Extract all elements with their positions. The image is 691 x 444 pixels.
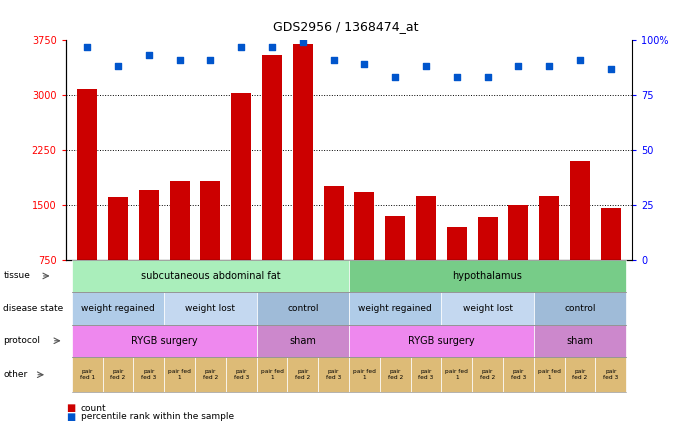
Text: other: other: [3, 370, 28, 379]
Text: control: control: [287, 304, 319, 313]
Point: [174, 56, 185, 63]
Point: [82, 43, 93, 50]
Point: [605, 65, 616, 72]
Text: weight regained: weight regained: [81, 304, 155, 313]
Text: pair fed
1: pair fed 1: [538, 369, 560, 380]
Text: count: count: [81, 404, 106, 412]
Bar: [477, 217, 498, 260]
Point: [451, 74, 462, 81]
Bar: [77, 89, 97, 260]
Text: weight regained: weight regained: [358, 304, 432, 313]
Bar: [200, 181, 220, 260]
Text: protocol: protocol: [3, 336, 41, 345]
Text: weight lost: weight lost: [185, 304, 236, 313]
Text: pair
fed 3: pair fed 3: [326, 369, 341, 380]
Text: pair
fed 3: pair fed 3: [234, 369, 249, 380]
Text: disease state: disease state: [3, 304, 64, 313]
Text: pair fed
1: pair fed 1: [445, 369, 468, 380]
Point: [574, 56, 585, 63]
Text: pair
fed 3: pair fed 3: [141, 369, 156, 380]
Bar: [169, 181, 189, 260]
Text: ■: ■: [66, 412, 75, 422]
Text: pair
fed 3: pair fed 3: [603, 369, 618, 380]
Text: sham: sham: [290, 336, 316, 346]
Point: [482, 74, 493, 81]
Bar: [600, 209, 621, 260]
Text: pair fed
1: pair fed 1: [261, 369, 283, 380]
Text: pair
fed 2: pair fed 2: [480, 369, 495, 380]
Bar: [139, 190, 159, 260]
Point: [205, 56, 216, 63]
Text: pair fed
1: pair fed 1: [353, 369, 376, 380]
Bar: [231, 93, 252, 260]
Text: ■: ■: [66, 403, 75, 413]
Text: pair
fed 2: pair fed 2: [572, 369, 587, 380]
Point: [328, 56, 339, 63]
Point: [297, 39, 308, 46]
Bar: [354, 192, 375, 260]
Text: pair
fed 3: pair fed 3: [511, 369, 526, 380]
Text: pair
fed 2: pair fed 2: [111, 369, 126, 380]
Text: weight lost: weight lost: [462, 304, 513, 313]
Bar: [108, 198, 128, 260]
Point: [113, 63, 124, 70]
Bar: [323, 186, 343, 260]
Text: sham: sham: [567, 336, 594, 346]
Text: pair
fed 2: pair fed 2: [295, 369, 310, 380]
Text: GDS2956 / 1368474_at: GDS2956 / 1368474_at: [273, 20, 418, 33]
Text: hypothalamus: hypothalamus: [453, 271, 522, 281]
Text: RYGB surgery: RYGB surgery: [408, 336, 475, 346]
Text: pair
fed 2: pair fed 2: [202, 369, 218, 380]
Text: control: control: [564, 304, 596, 313]
Bar: [293, 44, 313, 260]
Point: [267, 43, 278, 50]
Point: [390, 74, 401, 81]
Point: [513, 63, 524, 70]
Bar: [570, 161, 590, 260]
Text: pair fed
1: pair fed 1: [168, 369, 191, 380]
Text: pair
fed 3: pair fed 3: [418, 369, 433, 380]
Bar: [509, 205, 529, 260]
Bar: [416, 196, 436, 260]
Text: pair
fed 1: pair fed 1: [79, 369, 95, 380]
Text: subcutaneous abdominal fat: subcutaneous abdominal fat: [140, 271, 280, 281]
Point: [143, 52, 154, 59]
Text: percentile rank within the sample: percentile rank within the sample: [81, 412, 234, 421]
Text: RYGB surgery: RYGB surgery: [131, 336, 198, 346]
Bar: [385, 216, 405, 260]
Text: tissue: tissue: [3, 271, 30, 281]
Bar: [262, 55, 282, 260]
Point: [544, 63, 555, 70]
Point: [420, 63, 431, 70]
Text: pair
fed 2: pair fed 2: [388, 369, 403, 380]
Bar: [539, 196, 559, 260]
Point: [359, 60, 370, 67]
Point: [236, 43, 247, 50]
Bar: [446, 227, 466, 260]
